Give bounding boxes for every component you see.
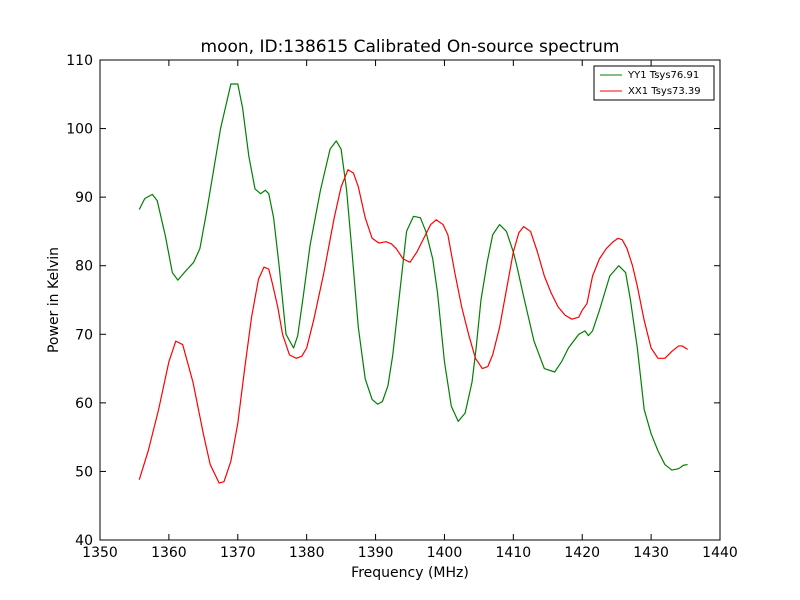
plot-background bbox=[100, 60, 720, 540]
x-axis-label: Frequency (MHz) bbox=[351, 565, 469, 581]
series-line-0 bbox=[138, 83, 688, 471]
x-tick-label: 1420 bbox=[564, 545, 600, 561]
x-tick-label: 1430 bbox=[633, 545, 669, 561]
y-tick-label: 80 bbox=[75, 259, 93, 275]
series-layer bbox=[138, 83, 688, 484]
x-axis-ticks: 1350 1360 1370 1380 1390 1400 1410 1420 1430 1440 bbox=[82, 60, 738, 561]
y-tick-label: 40 bbox=[75, 533, 93, 549]
x-tick-label: 1410 bbox=[496, 545, 532, 561]
y-tick-label: 70 bbox=[75, 327, 93, 343]
x-tick-label: 1380 bbox=[289, 545, 325, 561]
x-tick-label: 1390 bbox=[358, 545, 394, 561]
y-tick-label: 110 bbox=[66, 53, 93, 69]
legend: YY1 Tsys76.91 XX1 Tsys73.39 bbox=[593, 65, 715, 101]
x-tick-label: 1360 bbox=[151, 545, 187, 561]
y-tick-label: 50 bbox=[75, 464, 93, 480]
plot-frame bbox=[99, 59, 721, 541]
x-tick-label: 1400 bbox=[427, 545, 463, 561]
chart-title: moon, ID:138615 Calibrated On-source spe… bbox=[201, 37, 620, 57]
y-axis-label: Power in Kelvin bbox=[46, 247, 62, 353]
x-tick-label: 1350 bbox=[82, 545, 118, 561]
plot-area: 1350 1360 1370 1380 1390 1400 1410 1420 1430 1440… bbox=[66, 53, 738, 561]
y-tick-label: 90 bbox=[75, 190, 93, 206]
legend-box bbox=[593, 65, 715, 101]
x-tick-label: 1440 bbox=[702, 545, 738, 561]
y-axis-ticks: 40 50 60 70 80 90 100 110 bbox=[66, 53, 720, 549]
y-tick-label: 100 bbox=[66, 122, 93, 138]
legend-label-xx1: XX1 Tsys73.39 bbox=[628, 86, 701, 97]
x-tick-label: 1370 bbox=[220, 545, 256, 561]
y-tick-label: 60 bbox=[75, 396, 93, 412]
legend-label-yy1: YY1 Tsys76.91 bbox=[627, 70, 699, 81]
series-line-1 bbox=[138, 169, 688, 484]
